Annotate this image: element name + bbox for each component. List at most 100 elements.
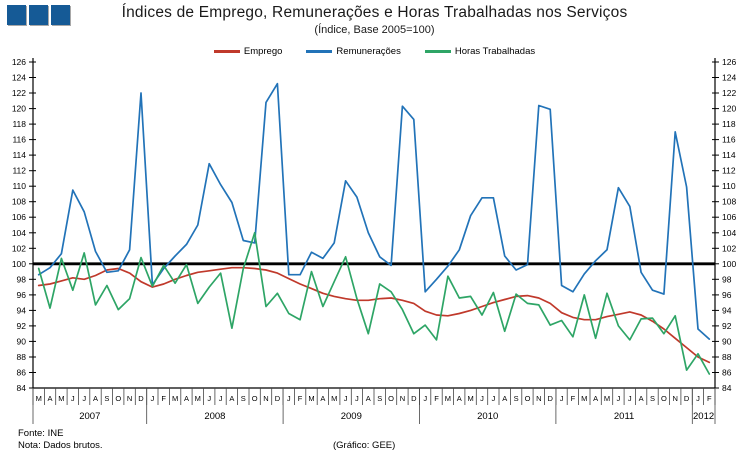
svg-text:126: 126 xyxy=(12,57,26,67)
svg-text:124: 124 xyxy=(12,73,26,83)
svg-text:D: D xyxy=(275,394,281,403)
svg-text:90: 90 xyxy=(17,336,27,346)
svg-text:120: 120 xyxy=(722,104,736,114)
svg-text:M: M xyxy=(467,394,473,403)
logo-square xyxy=(29,5,48,25)
svg-text:88: 88 xyxy=(17,352,27,362)
svg-text:S: S xyxy=(104,394,109,403)
footer-credit: (Gráfico: GEE) xyxy=(333,440,396,451)
svg-text:2011: 2011 xyxy=(614,411,634,422)
svg-text:108: 108 xyxy=(12,197,26,207)
svg-text:M: M xyxy=(308,394,314,403)
svg-text:M: M xyxy=(445,394,451,403)
svg-text:84: 84 xyxy=(17,383,27,393)
chart-legend: Emprego Remunerações Horas Trabalhadas xyxy=(0,46,749,57)
svg-text:M: M xyxy=(604,394,610,403)
svg-text:84: 84 xyxy=(722,383,732,393)
svg-text:F: F xyxy=(434,394,439,403)
svg-text:F: F xyxy=(298,394,303,403)
svg-text:92: 92 xyxy=(17,321,27,331)
svg-text:N: N xyxy=(672,394,677,403)
legend-item-horas: Horas Trabalhadas xyxy=(424,46,536,57)
footer-source: Fonte: INE xyxy=(18,428,64,439)
svg-text:112: 112 xyxy=(12,166,26,176)
svg-text:A: A xyxy=(184,394,189,403)
svg-text:J: J xyxy=(423,394,427,403)
svg-text:98: 98 xyxy=(17,274,27,284)
svg-text:D: D xyxy=(411,394,417,403)
svg-text:98: 98 xyxy=(722,274,732,284)
svg-text:J: J xyxy=(71,394,75,403)
svg-text:D: D xyxy=(138,394,144,403)
svg-text:J: J xyxy=(344,394,348,403)
svg-text:A: A xyxy=(593,394,598,403)
svg-text:86: 86 xyxy=(722,368,732,378)
svg-text:O: O xyxy=(388,394,394,403)
svg-text:100: 100 xyxy=(12,259,26,269)
svg-text:2008: 2008 xyxy=(204,411,225,422)
svg-text:118: 118 xyxy=(722,119,736,129)
svg-text:S: S xyxy=(514,394,519,403)
svg-text:D: D xyxy=(547,394,553,403)
svg-text:104: 104 xyxy=(12,228,26,238)
svg-text:J: J xyxy=(617,394,621,403)
gee-logo xyxy=(7,5,70,25)
svg-text:122: 122 xyxy=(722,88,736,98)
svg-text:2007: 2007 xyxy=(79,411,100,422)
svg-text:90: 90 xyxy=(722,336,732,346)
svg-text:O: O xyxy=(525,394,531,403)
svg-text:A: A xyxy=(457,394,462,403)
svg-text:F: F xyxy=(161,394,166,403)
svg-text:J: J xyxy=(82,394,86,403)
svg-text:O: O xyxy=(252,394,258,403)
svg-text:M: M xyxy=(58,394,64,403)
svg-text:106: 106 xyxy=(722,212,736,222)
svg-text:N: N xyxy=(400,394,405,403)
svg-text:J: J xyxy=(151,394,155,403)
svg-text:94: 94 xyxy=(17,305,27,315)
legend-swatch-horas xyxy=(424,50,451,53)
svg-text:S: S xyxy=(650,394,655,403)
svg-text:112: 112 xyxy=(722,166,736,176)
svg-text:S: S xyxy=(377,394,382,403)
svg-text:102: 102 xyxy=(722,243,736,253)
legend-swatch-emprego xyxy=(213,50,240,53)
svg-text:A: A xyxy=(639,394,644,403)
legend-swatch-remuneracoes xyxy=(306,50,333,53)
svg-text:2010: 2010 xyxy=(477,411,498,422)
svg-text:126: 126 xyxy=(722,57,736,67)
svg-text:J: J xyxy=(219,394,223,403)
legend-item-remuneracoes: Remunerações xyxy=(306,46,401,57)
svg-text:124: 124 xyxy=(722,73,736,83)
svg-text:106: 106 xyxy=(12,212,26,222)
legend-item-emprego: Emprego xyxy=(213,46,283,57)
svg-text:A: A xyxy=(366,394,371,403)
svg-text:M: M xyxy=(195,394,201,403)
svg-text:N: N xyxy=(263,394,268,403)
svg-text:S: S xyxy=(241,394,246,403)
svg-text:D: D xyxy=(684,394,690,403)
svg-text:122: 122 xyxy=(12,88,26,98)
legend-label-emprego: Emprego xyxy=(243,46,283,57)
svg-text:F: F xyxy=(707,394,712,403)
svg-text:2009: 2009 xyxy=(341,411,362,422)
svg-text:100: 100 xyxy=(722,259,736,269)
svg-text:O: O xyxy=(661,394,667,403)
svg-text:116: 116 xyxy=(12,135,26,145)
svg-text:110: 110 xyxy=(12,181,26,191)
legend-label-horas: Horas Trabalhadas xyxy=(454,46,536,57)
svg-text:J: J xyxy=(492,394,496,403)
svg-text:M: M xyxy=(172,394,178,403)
svg-text:N: N xyxy=(127,394,132,403)
svg-text:M: M xyxy=(581,394,587,403)
legend-label-remuneracoes: Remunerações xyxy=(336,46,401,57)
svg-text:104: 104 xyxy=(722,228,736,238)
svg-text:A: A xyxy=(47,394,52,403)
svg-text:A: A xyxy=(320,394,325,403)
logo-square xyxy=(51,5,70,25)
svg-text:120: 120 xyxy=(12,104,26,114)
svg-text:114: 114 xyxy=(722,150,736,160)
svg-text:O: O xyxy=(115,394,121,403)
svg-text:114: 114 xyxy=(12,150,26,160)
